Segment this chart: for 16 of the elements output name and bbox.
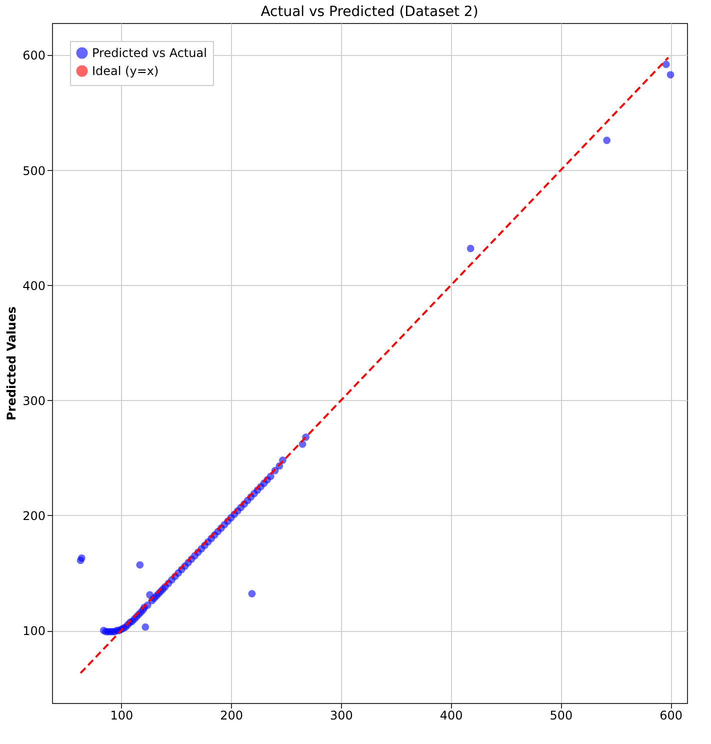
y-tick-label: 200 [22,508,46,523]
y-tick-label: 400 [22,278,46,293]
legend-label: Ideal (y=x) [92,64,159,78]
x-tick-label: 100 [110,708,134,722]
y-tick-label: 100 [22,624,46,638]
chart-title: Actual vs Predicted (Dataset 2) [260,4,478,20]
y-tick-label: 600 [22,48,46,63]
x-tick-label: 300 [330,708,353,722]
y-axis-title: Predicted Values [4,306,19,420]
x-tick-label: 600 [660,708,682,722]
y-tick-label: 300 [22,394,46,408]
x-tick-label: 400 [440,708,463,722]
x-tick-label: 500 [550,708,573,722]
y-tick-label: 500 [22,164,46,178]
legend-label: Predicted vs Actual [92,46,207,60]
x-tick-label: 200 [220,708,244,722]
